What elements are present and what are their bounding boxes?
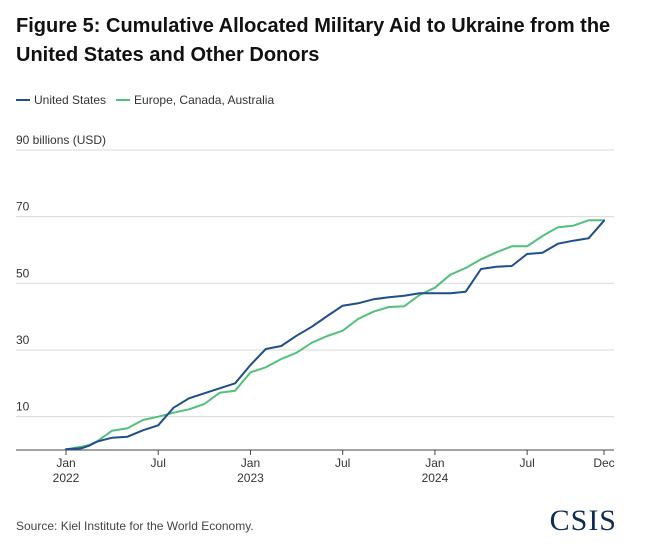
legend-label-us: United States xyxy=(34,93,107,107)
series-line-united-states xyxy=(65,219,605,451)
y-tick-label-70: 70 xyxy=(16,200,30,214)
x-tick-label: Jul xyxy=(335,456,350,470)
x-tick-year: 2023 xyxy=(237,471,264,485)
x-tick-label: Jul xyxy=(519,456,534,470)
chart-title: Figure 5: Cumulative Allocated Military … xyxy=(16,15,611,66)
y-axis-labels: 90 billions (USD) 10 30 50 70 xyxy=(16,133,106,414)
y-tick-label-50: 50 xyxy=(16,266,30,280)
legend-item-us: United States xyxy=(16,93,106,107)
legend: United States Europe, Canada, Australia xyxy=(16,93,274,107)
y-tick-label-10: 10 xyxy=(16,400,30,414)
source-note: Source: Kiel Institute for the World Eco… xyxy=(16,519,254,533)
x-tick-year: 2022 xyxy=(53,471,80,485)
x-tick-label: Jul xyxy=(151,456,166,470)
y-tick-label-30: 30 xyxy=(16,333,30,347)
x-tick-label: Jan xyxy=(56,456,75,470)
series-line-europe-canada-australia xyxy=(65,219,605,451)
y-tick-label-90: 90 billions (USD) xyxy=(16,133,106,147)
legend-item-europe: Europe, Canada, Australia xyxy=(116,93,274,107)
series-lines xyxy=(65,219,605,451)
legend-swatch-europe xyxy=(116,99,131,101)
csis-logo: CSIS xyxy=(549,504,617,537)
x-tick-year: 2024 xyxy=(422,471,449,485)
x-tick-label: Jan xyxy=(425,456,444,470)
x-tick-label: Jan xyxy=(241,456,260,470)
x-tick-label: Dec xyxy=(593,456,614,470)
gridlines xyxy=(16,149,614,418)
legend-swatch-us xyxy=(16,99,30,101)
legend-label-europe: Europe, Canada, Australia xyxy=(134,93,275,107)
